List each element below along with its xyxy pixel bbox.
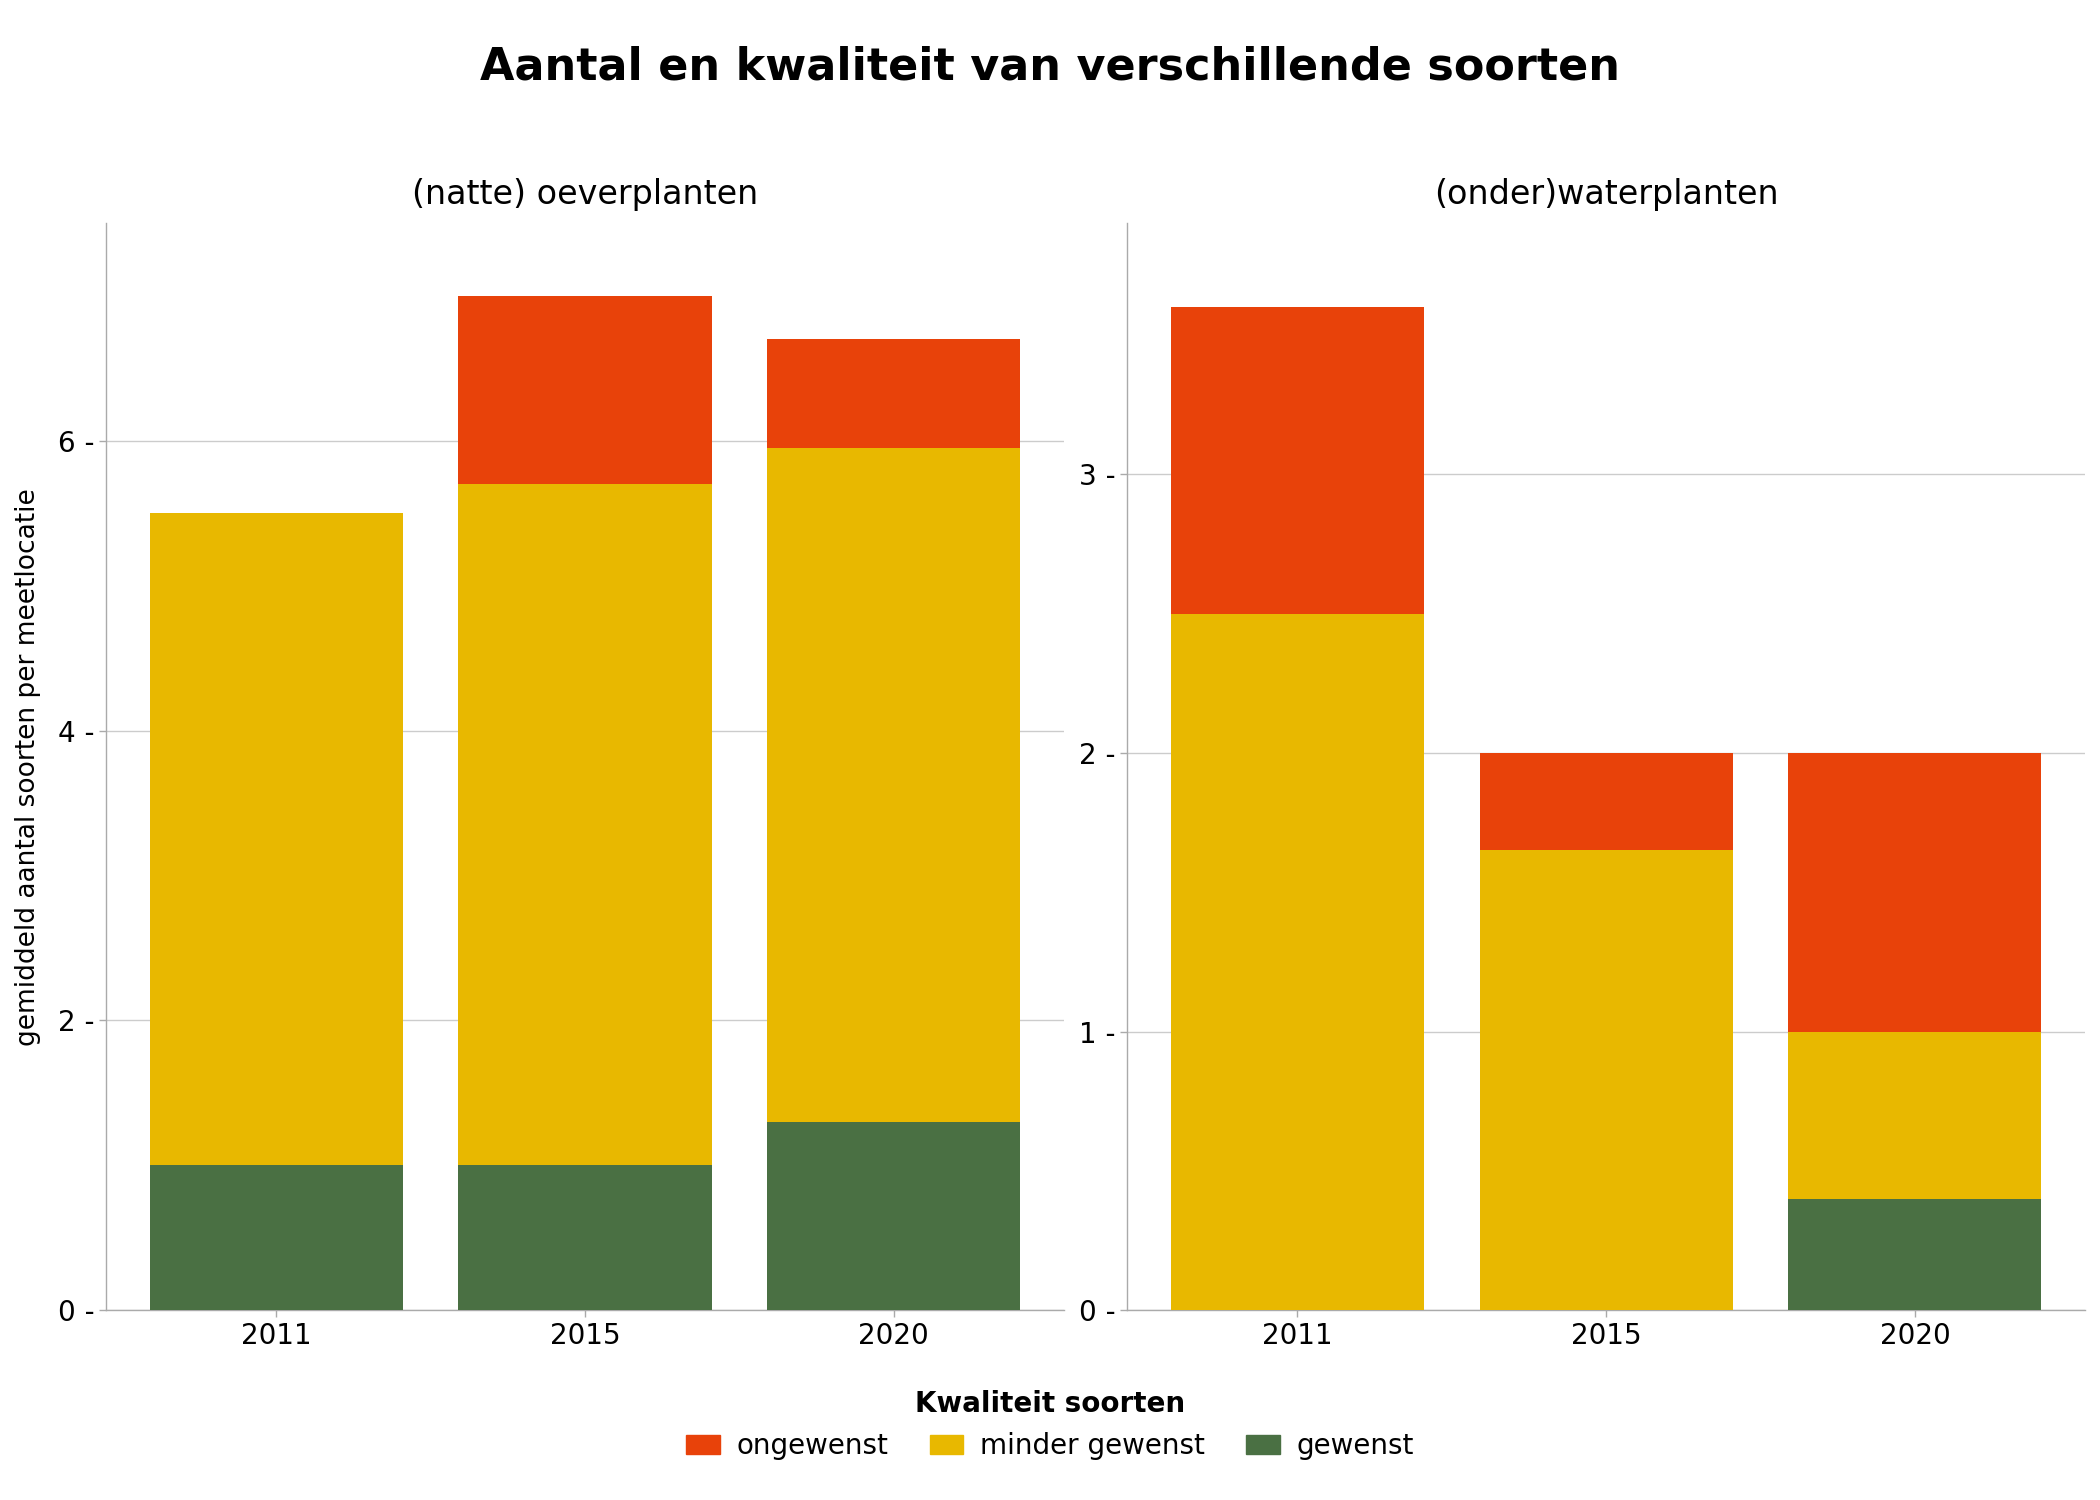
Bar (149, 1166, 403, 1310)
Bar (458, 1166, 712, 1310)
Text: Aantal en kwaliteit van verschillende soorten: Aantal en kwaliteit van verschillende so… (481, 45, 1619, 88)
Bar (1172, 614, 1424, 1310)
Bar (1789, 1032, 2041, 1199)
Bar (1480, 753, 1732, 850)
Bar (1789, 753, 2041, 1032)
Bar (458, 484, 712, 1166)
Bar (458, 296, 712, 484)
Legend: ongewenst, minder gewenst, gewenst: ongewenst, minder gewenst, gewenst (676, 1378, 1424, 1472)
Bar (1789, 1198, 2041, 1310)
Bar (1480, 850, 1732, 1310)
Bar (766, 1122, 1021, 1310)
Bar (766, 339, 1021, 448)
Title: (onder)waterplanten: (onder)waterplanten (1434, 178, 1779, 212)
Y-axis label: gemiddeld aantal soorten per meetlocatie: gemiddeld aantal soorten per meetlocatie (15, 488, 42, 1046)
Title: (natte) oeverplanten: (natte) oeverplanten (412, 178, 758, 212)
Bar (766, 448, 1021, 1122)
Bar (149, 513, 403, 1166)
Bar (1172, 308, 1424, 614)
